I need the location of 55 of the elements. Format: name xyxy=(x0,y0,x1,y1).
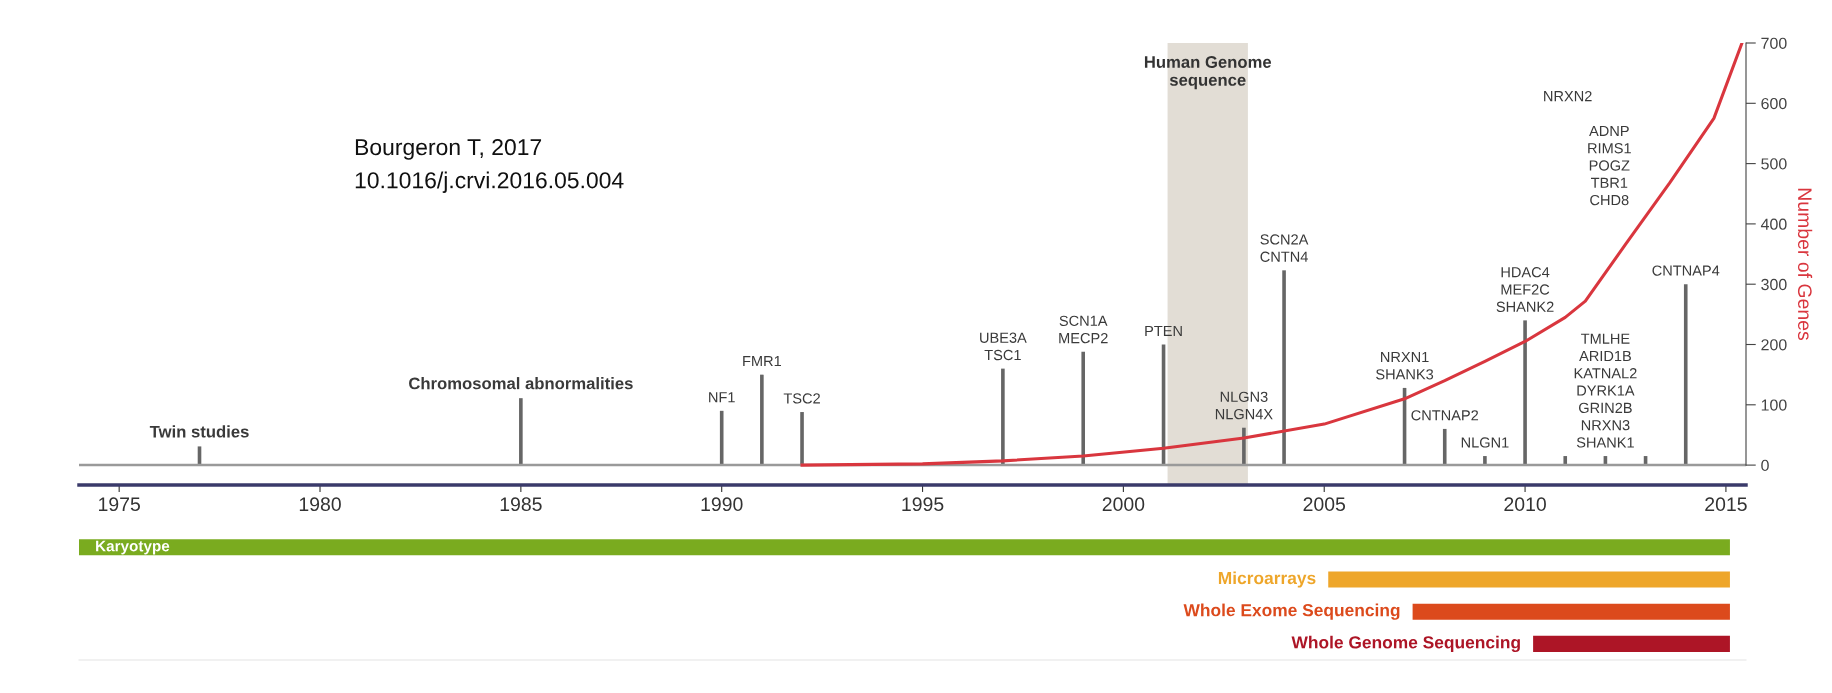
annotation: Twin studies xyxy=(149,425,249,438)
x-tick-label: 1990 xyxy=(701,497,743,512)
annotation: Chromosomal abnormalities xyxy=(409,377,633,390)
y-tick-label: 100 xyxy=(1761,399,1787,411)
annotation: UBE3A TSC1 xyxy=(980,332,1027,361)
bar xyxy=(1442,428,1447,466)
annotation: PTEN xyxy=(1145,325,1182,336)
annotation: SCN2A CNTN4 xyxy=(1260,234,1309,262)
x-tick-label: 1975 xyxy=(99,497,140,512)
bar xyxy=(760,374,764,466)
y-axis-title: Number of Genes xyxy=(1797,188,1813,341)
annotation: NF1 xyxy=(709,392,735,403)
bar xyxy=(719,410,724,466)
y-tick-label: Karyotype xyxy=(96,540,170,555)
x-tick-label: 2000 xyxy=(1102,497,1145,512)
bar xyxy=(1282,270,1286,466)
bar xyxy=(1483,456,1487,466)
bar xyxy=(1081,351,1086,466)
band-label: Human Genome sequence xyxy=(1144,56,1272,90)
x-tick-label: 2010 xyxy=(1504,497,1546,512)
bar xyxy=(1523,320,1527,466)
x-tick-label: 1995 xyxy=(902,497,944,512)
bar xyxy=(1683,284,1688,466)
y-tick-label: Whole Exome Sequencing xyxy=(1183,603,1400,620)
annotation: CNTNAP4 xyxy=(1652,265,1720,276)
bar xyxy=(519,398,523,466)
x-tick-label: 2005 xyxy=(1303,497,1346,512)
x-tick-label: 2015 xyxy=(1705,497,1747,512)
y-tick-label: 400 xyxy=(1760,218,1787,230)
y-tick-label: 300 xyxy=(1761,278,1787,291)
y-tick-label: Microarrays xyxy=(1218,571,1316,588)
y-tick-label: 600 xyxy=(1761,97,1787,110)
annotation: Bourgeron T, 2017 xyxy=(355,139,542,160)
y-tick-label: 700 xyxy=(1761,37,1787,49)
annotation: NRXN2 xyxy=(1544,90,1592,102)
annotation: TSC2 xyxy=(783,393,820,404)
annotation: HDAC4 MEF2C SHANK2 xyxy=(1496,267,1554,312)
annotation: 10.1016/j.crvi.2016.05.004 xyxy=(355,171,624,193)
annotation: ADNP RIMS1 POGZ TBR1 CHD8 xyxy=(1588,125,1631,206)
annotation: NRXN1 SHANK3 xyxy=(1376,352,1434,380)
y-tick-label: 0 xyxy=(1761,459,1769,472)
annotation: SCN1A MECP2 xyxy=(1059,315,1108,344)
x-tick-label: 1980 xyxy=(299,497,341,512)
annotation: TMLHE ARID1B KATNAL2 DYRK1A GRIN2B NRXN3 SHANK1 xyxy=(1574,333,1637,448)
x-tick-label: 1985 xyxy=(500,497,542,512)
annotation: NLGN3 NLGN4X xyxy=(1215,391,1273,420)
y-tick-label: 200 xyxy=(1761,339,1787,351)
y-tick-label: 500 xyxy=(1761,158,1787,170)
annotation: NLGN1 xyxy=(1461,437,1509,448)
bar xyxy=(1001,368,1005,466)
annotation: FMR1 xyxy=(743,356,782,367)
bar xyxy=(800,412,804,466)
annotation: CNTNAP2 xyxy=(1411,410,1479,421)
y-tick-label: Whole Genome Sequencing xyxy=(1291,635,1520,653)
bar xyxy=(1563,456,1568,466)
